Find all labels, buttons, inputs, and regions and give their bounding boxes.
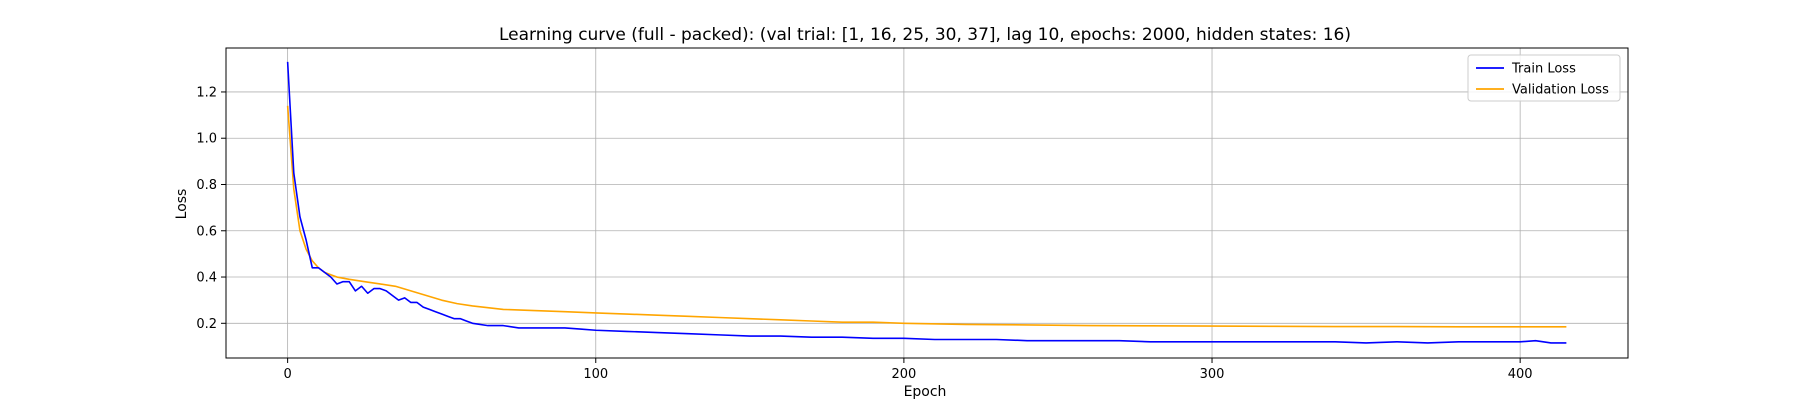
y-tick-label: 0.4 xyxy=(196,271,217,286)
y-tick-label: 0.6 xyxy=(196,224,217,239)
series-layer xyxy=(286,61,1567,344)
x-axis-label: Epoch xyxy=(904,384,947,400)
x-tick-label: 0 xyxy=(283,367,291,382)
x-tick-label: 200 xyxy=(891,367,916,382)
y-axis-label: Loss xyxy=(174,189,190,220)
legend-label: Train Loss xyxy=(1511,62,1576,77)
legend-label: Validation Loss xyxy=(1512,83,1609,98)
y-tick-label: 0.8 xyxy=(196,178,217,193)
x-tick-label: 300 xyxy=(1200,367,1225,382)
x-tick-label: 400 xyxy=(1508,367,1533,382)
y-tick-label: 0.2 xyxy=(196,317,217,332)
y-tick-label: 1.0 xyxy=(196,132,217,147)
chart-title: Learning curve (full - packed): (val tri… xyxy=(499,25,1351,45)
y-tick-label: 1.2 xyxy=(196,85,217,100)
tick-layer: 0 100 200 300 400 0.2 0.4 0.6 0.8 1.0 1.2 xyxy=(196,85,1532,382)
train-loss-line xyxy=(286,61,1567,344)
legend-box xyxy=(1467,54,1621,102)
validation-loss-line xyxy=(286,105,1567,328)
plot-frame xyxy=(225,47,1629,359)
legend: Train Loss Validation Loss xyxy=(1467,54,1621,102)
x-tick-label: 100 xyxy=(583,367,608,382)
